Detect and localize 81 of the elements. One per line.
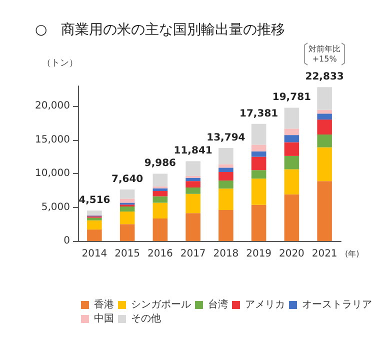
bar: [186, 213, 200, 241]
legend-label: オーストラリア: [302, 300, 372, 310]
bar: [251, 156, 266, 170]
bar: [152, 188, 168, 191]
bar: [251, 178, 266, 205]
bar: [186, 187, 200, 194]
bar: [284, 156, 300, 170]
bar: [284, 128, 300, 136]
bar: [120, 206, 135, 212]
legend-label: シンガポール: [131, 300, 191, 310]
x-tick-label: 2020: [278, 248, 304, 260]
y-tick-label: 5,000: [41, 202, 70, 213]
bar: [120, 212, 135, 224]
bar: [87, 218, 102, 220]
bar: [186, 181, 200, 188]
bar: [218, 168, 234, 172]
legend-label: 香港: [94, 298, 114, 310]
bar: [120, 224, 135, 241]
total-label: 17,381: [240, 108, 278, 120]
y-tick-label: 15,000: [35, 134, 70, 146]
bar: [251, 124, 266, 145]
bar: [87, 230, 102, 241]
legend-label: 台湾: [208, 298, 228, 310]
bar: [218, 148, 234, 164]
total-label: 19,781: [272, 92, 312, 104]
bar: [218, 180, 234, 189]
total-label: 22,833: [305, 72, 344, 83]
x-tick-label: 2016: [147, 248, 173, 260]
x-tick-label: 2015: [114, 248, 140, 260]
bar: [317, 110, 332, 114]
bar: [87, 220, 102, 230]
legend-label: その他: [131, 312, 161, 324]
bar: [152, 190, 168, 196]
bar: [251, 151, 266, 157]
bar: [218, 172, 234, 181]
bar: [87, 210, 102, 216]
bar: [186, 194, 200, 214]
bar: [317, 181, 332, 241]
bar: [218, 210, 234, 241]
bar: [317, 134, 332, 148]
bar: [218, 164, 234, 168]
bar: [284, 108, 300, 129]
y-tick-label: 0: [64, 236, 70, 246]
bar: [186, 161, 200, 176]
total-label: 4,516: [78, 195, 110, 206]
bar: [152, 218, 168, 241]
total-label: 11,841: [174, 146, 212, 157]
x-tick-label: 2017: [180, 248, 206, 260]
bar: [120, 198, 135, 203]
bar: [284, 169, 300, 194]
bar: [284, 194, 300, 241]
bar: [218, 188, 234, 210]
bar: [317, 120, 332, 135]
bar: [284, 142, 300, 156]
bar: [152, 196, 168, 203]
x-tick-label: 2018: [213, 248, 239, 260]
bar: [186, 178, 200, 182]
text: 対前年比 +15%: [308, 44, 341, 64]
legend-label: 中国: [94, 312, 114, 324]
bar: [251, 204, 266, 241]
chart-title: ○ 商業用の米の主な国別輸出量の推移: [35, 22, 286, 38]
total-label: 9,986: [144, 158, 176, 170]
bar: [317, 114, 332, 120]
y-tick-label: 20,000: [35, 100, 70, 112]
total-label: 7,640: [111, 174, 144, 186]
bar: [152, 174, 168, 186]
legend-label: アメリカ: [245, 300, 285, 310]
y-axis-title: （トン）: [42, 58, 78, 68]
x-axis-title: (年): [345, 250, 360, 258]
bar: [317, 147, 332, 182]
bar: [251, 144, 266, 152]
bar: [317, 87, 332, 110]
x-tick-label: 2019: [246, 248, 272, 260]
bar: [284, 135, 300, 142]
x-tick-label: 2014: [82, 248, 108, 260]
y-tick-label: 10,000: [35, 168, 70, 180]
bar: [152, 202, 168, 219]
bar: [120, 190, 135, 199]
bar: [251, 170, 266, 179]
total-label: 13,794: [206, 132, 246, 144]
x-tick-label: 2021: [312, 248, 338, 260]
